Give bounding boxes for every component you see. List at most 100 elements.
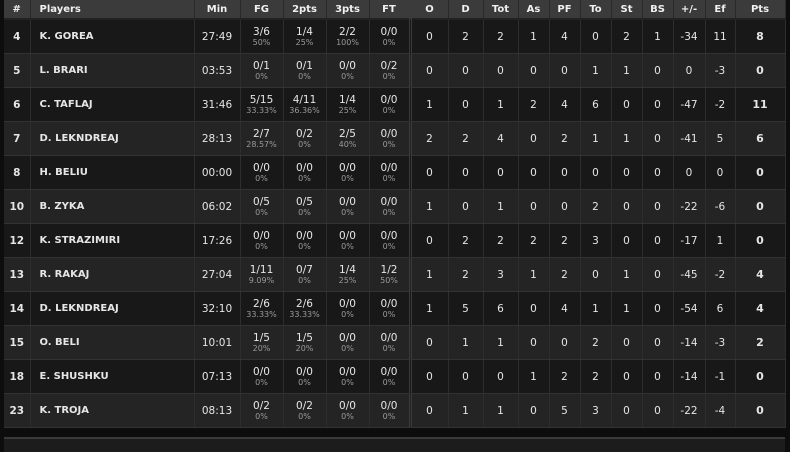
p3-percentage: 0% [341, 377, 354, 387]
as-cell: 0 [518, 291, 550, 326]
bs-cell: 0 [642, 291, 674, 326]
p3-cell: 0/0 0% [326, 189, 370, 224]
fg-cell: 1/11 9.09% [240, 257, 284, 292]
pf-cell: 5 [549, 393, 581, 428]
p3-percentage: 100% [336, 37, 359, 47]
pm-cell: -17 [673, 223, 706, 258]
p2-made-attempted: 2/6 [296, 297, 313, 310]
column-header-o[interactable]: O [410, 0, 449, 20]
column-header-d[interactable]: D [448, 0, 484, 20]
p2-made-attempted: 0/0 [296, 161, 313, 174]
table-body: 4 K. GOREA 27:49 3/6 50% 1/4 25% 2/2 100% 0/0 0% 0 2… [4, 19, 786, 428]
pf-cell: 2 [549, 223, 581, 258]
d-cell: 2 [448, 121, 484, 156]
column-header-st[interactable]: St [611, 0, 643, 20]
fg-percentage: 33.33% [246, 105, 277, 115]
jersey-number: 7 [4, 121, 31, 156]
player-name-link[interactable]: C. TAFLAJ [30, 87, 195, 122]
p2-percentage: 0% [298, 377, 311, 387]
column-header-to[interactable]: To [580, 0, 612, 20]
o-cell: 1 [410, 87, 449, 122]
minutes-cell: 07:13 [194, 359, 241, 394]
fg-made-attempted: 0/5 [253, 195, 270, 208]
to-cell: 1 [580, 291, 612, 326]
p2-made-attempted: 0/2 [296, 399, 313, 412]
column-header-ef[interactable]: Ef [705, 0, 736, 20]
d-cell: 2 [448, 223, 484, 258]
ft-cell: 0/0 0% [369, 155, 412, 190]
player-name-link[interactable]: R. RAKAJ [30, 257, 195, 292]
player-name-link[interactable]: K. TROJA [30, 393, 195, 428]
column-header-2pts[interactable]: 2pts [283, 0, 327, 20]
player-name-link[interactable]: D. LEKNDREAJ [30, 121, 195, 156]
ft-made-attempted: 0/0 [380, 331, 398, 344]
pf-cell: 2 [549, 257, 581, 292]
points-cell: 6 [735, 121, 786, 156]
fg-cell: 2/7 28.57% [240, 121, 284, 156]
column-header-3pts[interactable]: 3pts [326, 0, 370, 20]
fg-made-attempted: 2/6 [253, 297, 270, 310]
p2-cell: 0/0 0% [283, 155, 327, 190]
column-header-min[interactable]: Min [194, 0, 241, 20]
p2-made-attempted: 1/4 [296, 25, 313, 38]
fg-percentage: 0% [255, 71, 268, 81]
tot-cell: 2 [483, 19, 519, 54]
fg-made-attempted: 1/5 [253, 331, 270, 344]
column-header-plus-minus[interactable]: +/- [673, 0, 706, 20]
column-header-pts[interactable]: Pts [735, 0, 786, 20]
ft-made-attempted: 0/0 [380, 127, 398, 140]
column-header-ft[interactable]: FT [369, 0, 412, 20]
ef-cell: 0 [705, 155, 736, 190]
points-cell: 0 [735, 223, 786, 258]
fg-percentage: 0% [255, 411, 268, 421]
bs-cell: 0 [642, 223, 674, 258]
pm-cell: -14 [673, 359, 706, 394]
player-name-link[interactable]: K. GOREA [30, 19, 195, 54]
column-header-players[interactable]: Players [30, 0, 195, 20]
player-name-link[interactable]: L. BRARI [30, 53, 195, 88]
ft-percentage: 0% [382, 343, 396, 353]
column-header-number[interactable]: # [4, 0, 31, 20]
pm-cell: -22 [673, 393, 706, 428]
ft-percentage: 0% [382, 37, 396, 47]
minutes-cell: 17:26 [194, 223, 241, 258]
p2-made-attempted: 0/0 [296, 229, 313, 242]
p3-percentage: 0% [341, 173, 354, 183]
column-header-tot[interactable]: Tot [483, 0, 519, 20]
p3-cell: 0/0 0% [326, 155, 370, 190]
player-name-link[interactable]: D. LEKNDREAJ [30, 291, 195, 326]
column-header-as[interactable]: As [518, 0, 550, 20]
points-cell: 2 [735, 325, 786, 360]
player-name-link[interactable]: B. ZYKA [30, 189, 195, 224]
tot-cell: 6 [483, 291, 519, 326]
p3-made-attempted: 1/4 [339, 93, 356, 106]
o-cell: 0 [410, 53, 449, 88]
d-cell: 0 [448, 189, 484, 224]
fg-cell: 0/1 0% [240, 53, 284, 88]
column-header-bs[interactable]: BS [642, 0, 674, 20]
points-cell: 4 [735, 291, 786, 326]
ft-cell: 0/0 0% [369, 121, 412, 156]
p2-made-attempted: 0/1 [296, 59, 313, 72]
column-header-fg[interactable]: FG [240, 0, 284, 20]
column-header-pf[interactable]: PF [549, 0, 581, 20]
as-cell: 0 [518, 393, 550, 428]
player-name-link[interactable]: O. BELI [30, 325, 195, 360]
player-name-link[interactable]: K. STRAZIMIRI [30, 223, 195, 258]
pm-cell: -45 [673, 257, 706, 292]
totals-row-partial [4, 437, 785, 452]
player-name-link[interactable]: H. BELIU [30, 155, 195, 190]
as-cell: 1 [518, 257, 550, 292]
ft-made-attempted: 0/0 [380, 297, 398, 310]
player-name-link[interactable]: E. SHUSHKU [30, 359, 195, 394]
p2-cell: 0/0 0% [283, 359, 327, 394]
points-cell: 8 [735, 19, 786, 54]
p3-cell: 1/4 25% [326, 87, 370, 122]
tot-cell: 0 [483, 53, 519, 88]
as-cell: 0 [518, 155, 550, 190]
p2-percentage: 25% [295, 37, 314, 47]
p2-made-attempted: 1/5 [296, 331, 313, 344]
fg-made-attempted: 0/1 [253, 59, 270, 72]
as-cell: 0 [518, 189, 550, 224]
table-row: 13 R. RAKAJ 27:04 1/11 9.09% 0/7 0% 1/4 25% 1/2 50… [4, 257, 786, 292]
